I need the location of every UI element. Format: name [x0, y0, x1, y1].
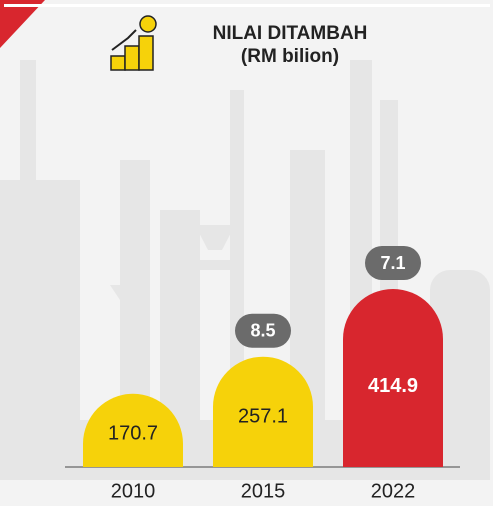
x-tick-label: 2022: [371, 480, 416, 502]
infographic: NILAI DITAMBAH (RM bilion) 170.7 2010 257.…: [0, 0, 493, 506]
growth-label: 8.5: [250, 320, 275, 340]
top-border: [4, 4, 490, 7]
chart-subtitle: (RM bilion): [241, 46, 339, 67]
growth-label: 7.1: [380, 253, 405, 273]
x-tick-label: 2010: [111, 480, 156, 502]
chart-title: NILAI DITAMBAH: [213, 23, 368, 44]
value-label: 170.7: [108, 422, 158, 444]
x-tick-label: 2015: [241, 480, 286, 502]
value-label: 414.9: [368, 375, 418, 397]
value-label: 257.1: [238, 406, 288, 428]
